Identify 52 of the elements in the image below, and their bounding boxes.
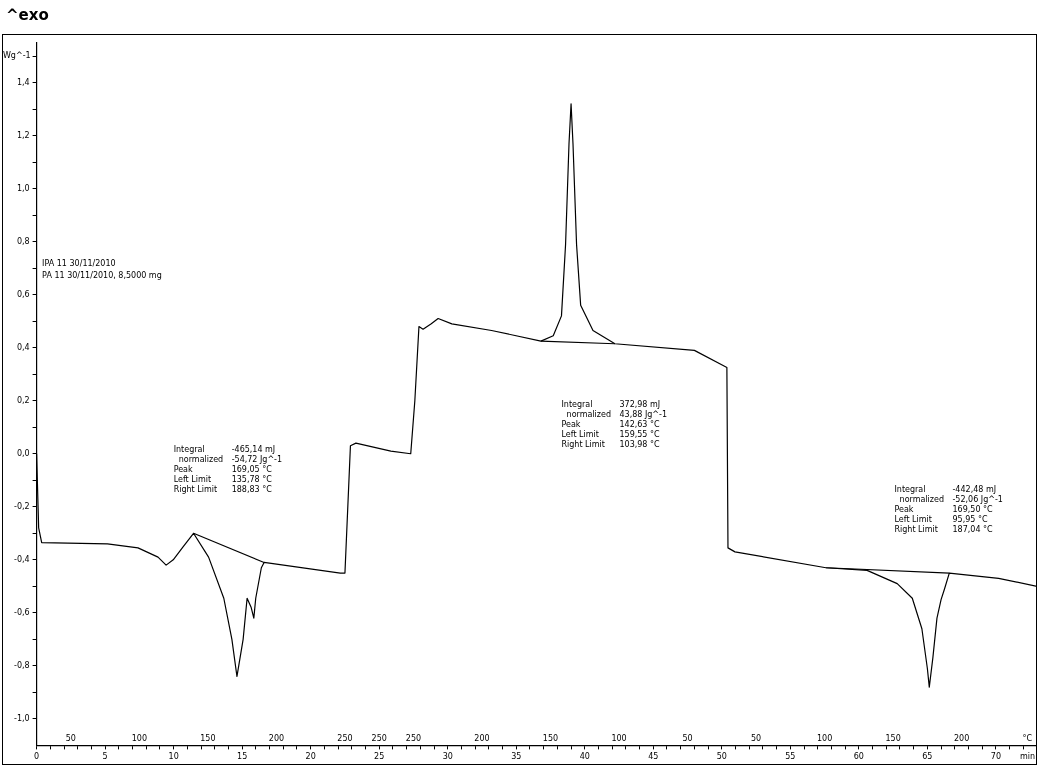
y-tick-label: 0,6 <box>16 289 30 299</box>
x-tick-label: 50 <box>716 752 727 762</box>
annotation: 100 <box>131 733 148 743</box>
y-tick-label: 0,2 <box>16 395 30 405</box>
annotation: 250 <box>405 733 422 743</box>
y-tick-label: -0,2 <box>14 501 30 511</box>
y-tick-label: -1,0 <box>14 713 30 723</box>
annotation: 150 <box>542 733 559 743</box>
text: Integral -465,14 mJ normalized -54,72 Jg^-1 Peak 169,05 °C Left Limit 135,78 °C Right Limit 188,83 °C <box>173 444 283 494</box>
x-tick-label: 45 <box>648 752 659 762</box>
text: Integral 372,98 mJ normalized 43,88 Jg^-1 Peak 142,63 °C Left Limit 159,55 °C Right Limit 103,98 °C <box>561 399 668 449</box>
annotation: PA 11 30/11/2010, 8,5000 mg <box>42 271 162 281</box>
annotation: 100 <box>816 733 833 743</box>
text: Integral -442,48 mJ normalized -52,06 Jg^-1 Peak 169,50 °C Left Limit 95,95 °C Right Limit 187,04 °C <box>894 484 1003 534</box>
x-tick-label: 25 <box>374 752 385 762</box>
annotation: 150 <box>200 733 216 743</box>
y-tick-label: -0,4 <box>14 554 30 564</box>
annotation: IPA 11 30/11/2010 <box>42 259 116 269</box>
x-tick-label: 10 <box>168 752 179 762</box>
y-axis-title: Wg^-1 <box>2 51 31 61</box>
y-tick-label: 0,4 <box>16 342 30 352</box>
annotation: 50 <box>682 733 693 743</box>
annotation: 100 <box>611 733 627 743</box>
x-tick-label: 65 <box>922 752 933 762</box>
annotation: 200 <box>268 733 285 743</box>
x-tick-label: 40 <box>579 752 590 762</box>
x-tick-label: 30 <box>442 752 453 762</box>
annotation: 250 <box>371 733 387 743</box>
chart-title: ^exo <box>6 6 49 24</box>
x-tick-label: 20 <box>305 752 316 762</box>
x-tick-label: 35 <box>511 752 522 762</box>
x-tick-label: 15 <box>237 752 248 762</box>
y-tick-label: -0,6 <box>14 607 30 617</box>
y-tick-label: 1,2 <box>16 130 30 140</box>
y-tick-label: 0,8 <box>16 236 30 246</box>
y-tick-label: -0,8 <box>14 660 30 670</box>
y-tick-label: 1,4 <box>16 77 30 87</box>
annotation: 250 <box>337 733 353 743</box>
annotation: 50 <box>65 733 76 743</box>
annotation: °C <box>1022 733 1033 743</box>
x-tick-label: 5 <box>102 752 108 762</box>
x-tick-label: 55 <box>785 752 796 762</box>
annotation: 200 <box>953 733 970 743</box>
x-tick-label: 0 <box>34 752 40 762</box>
x-tick-label: 60 <box>853 752 864 762</box>
y-tick-label: 1,0 <box>16 183 30 193</box>
annotation: 150 <box>885 733 901 743</box>
annotation: 200 <box>474 733 490 743</box>
y-tick-label: 0,0 <box>16 448 30 458</box>
x-tick-label: 70 <box>990 752 1001 762</box>
annotation: 50 <box>750 733 762 743</box>
x-axis-title: min <box>1019 752 1035 762</box>
